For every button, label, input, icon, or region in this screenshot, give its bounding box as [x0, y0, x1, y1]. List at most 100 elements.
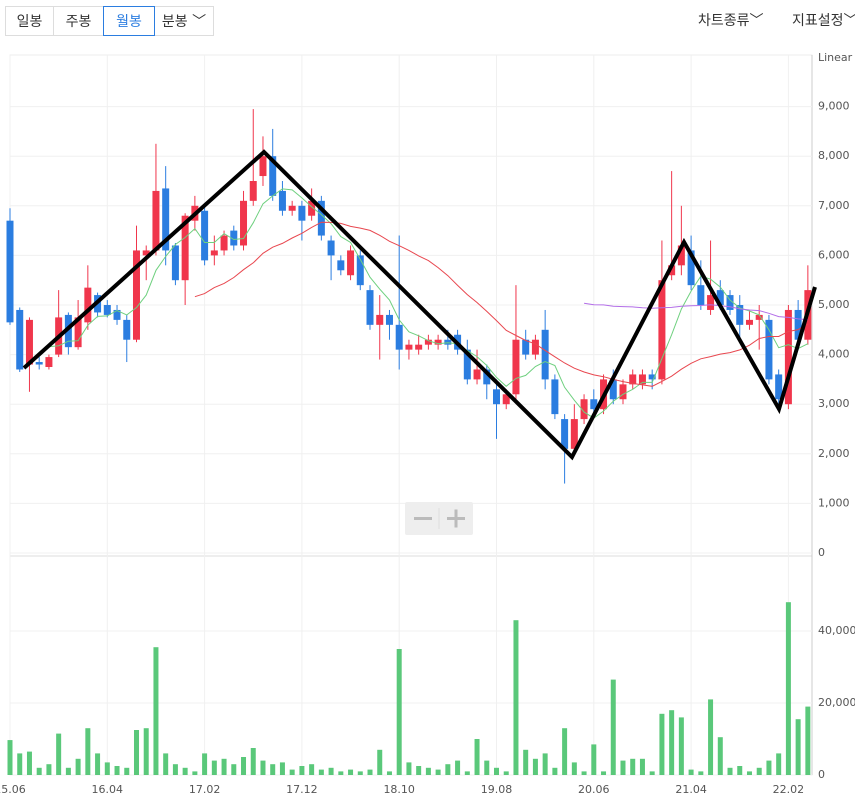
candle-body: [84, 287, 92, 323]
candle-body: [25, 319, 33, 365]
candle-body: [162, 188, 170, 251]
candle-body: [502, 394, 510, 405]
volume-bar: [386, 771, 392, 775]
candle-body: [522, 339, 530, 355]
volume-bar: [513, 620, 519, 775]
volume-bar: [455, 760, 461, 775]
volume-bar: [124, 767, 130, 775]
marks: [6, 109, 812, 775]
x-tick-label: 21.04: [675, 783, 707, 796]
candle-body: [726, 295, 734, 310]
candle-body: [249, 181, 257, 201]
volume-bar: [766, 760, 772, 775]
candle-body: [434, 339, 442, 345]
y-tick-label: 0: [818, 546, 825, 559]
candle-body: [677, 245, 685, 266]
candle-body: [308, 200, 316, 216]
volume-bar: [416, 766, 422, 775]
candle-body: [687, 250, 695, 286]
volume-bar: [338, 771, 344, 775]
candle-body: [337, 260, 345, 271]
volume-bar: [746, 771, 752, 775]
volume-bar: [523, 749, 529, 775]
candle-body: [415, 344, 423, 350]
candle-body: [132, 250, 140, 340]
candle-body: [493, 389, 500, 405]
candle-body: [716, 290, 724, 305]
candle-body: [113, 309, 121, 320]
volume-bar: [95, 753, 101, 775]
grid: [9, 55, 812, 776]
y-tick-label: 3,000: [818, 397, 850, 410]
volume-bar: [56, 733, 62, 775]
volume-bar: [328, 767, 334, 775]
candle-body: [580, 399, 588, 420]
y-tick-label: 2,000: [818, 447, 850, 460]
candle-body: [736, 305, 744, 325]
volume-bar: [425, 767, 431, 775]
candle-body: [64, 314, 72, 348]
volume-bar: [367, 769, 373, 775]
candle-body: [668, 265, 676, 276]
candle-body: [317, 200, 325, 236]
candle-body: [745, 319, 753, 325]
volume-bar: [503, 771, 509, 775]
volume-bar: [562, 728, 568, 775]
tab[interactable]: 일봉: [5, 6, 54, 36]
candle-body: [269, 156, 277, 196]
volume-bar: [708, 699, 714, 775]
menu[interactable]: 지표설정﹀: [792, 6, 855, 36]
volume-bar: [17, 753, 23, 775]
volume-bar: [46, 764, 52, 775]
volume-bar: [571, 762, 577, 775]
y-tick-label: 7,000: [818, 199, 850, 212]
candle-body: [103, 305, 111, 315]
volume-bar: [172, 764, 178, 775]
tab[interactable]: 분봉 ﹀: [154, 6, 214, 36]
tab[interactable]: 월봉: [103, 6, 155, 36]
candle-body: [648, 374, 656, 380]
plot-frame: [9, 54, 813, 776]
volume-bar: [601, 771, 607, 775]
candle-body: [181, 215, 189, 281]
volume-bar: [630, 758, 636, 775]
y-tick-label: 6,000: [818, 248, 850, 261]
volume-bar: [202, 753, 208, 775]
y-tick-label: 9,000: [818, 100, 850, 113]
volume-bar: [688, 769, 694, 775]
candle-body: [395, 324, 403, 350]
x-tick-label: 15.06: [0, 783, 26, 796]
volume-bar: [610, 679, 616, 775]
volume-bar: [143, 728, 149, 775]
candle-body: [35, 362, 43, 365]
volume-bar: [192, 771, 198, 775]
volume-bar: [591, 744, 597, 775]
volume-bar: [669, 710, 675, 775]
volume-bar: [7, 740, 13, 775]
candle-body: [765, 319, 773, 380]
x-tick-label: 17.02: [189, 783, 221, 796]
volume-bar: [464, 771, 470, 775]
y-tick-label: 4,000: [818, 348, 850, 361]
x-tick-label: 20.06: [578, 783, 610, 796]
menu[interactable]: 차트종류﹀: [698, 13, 764, 29]
candle-body: [356, 255, 364, 286]
y-tick-label: 40,000,000: [818, 624, 855, 637]
candle-body: [570, 419, 578, 449]
moving-average: [584, 302, 808, 321]
candle-body: [551, 379, 559, 415]
candle-body: [424, 339, 432, 345]
volume-bar: [785, 602, 791, 775]
volume-bar: [241, 757, 247, 775]
menu-label: 지표설정: [792, 13, 844, 29]
tab[interactable]: 주봉: [53, 6, 104, 36]
zoom-icons: [414, 508, 465, 529]
volume-bar: [581, 771, 587, 775]
y-tick-label: 5,000: [818, 298, 850, 311]
volume-bar: [163, 753, 169, 775]
x-tick-label: 16.04: [92, 783, 124, 796]
volume-bar: [649, 771, 655, 775]
volume-bar: [620, 760, 626, 775]
x-tick-label: 17.12: [286, 783, 318, 796]
candle-body: [629, 374, 637, 385]
